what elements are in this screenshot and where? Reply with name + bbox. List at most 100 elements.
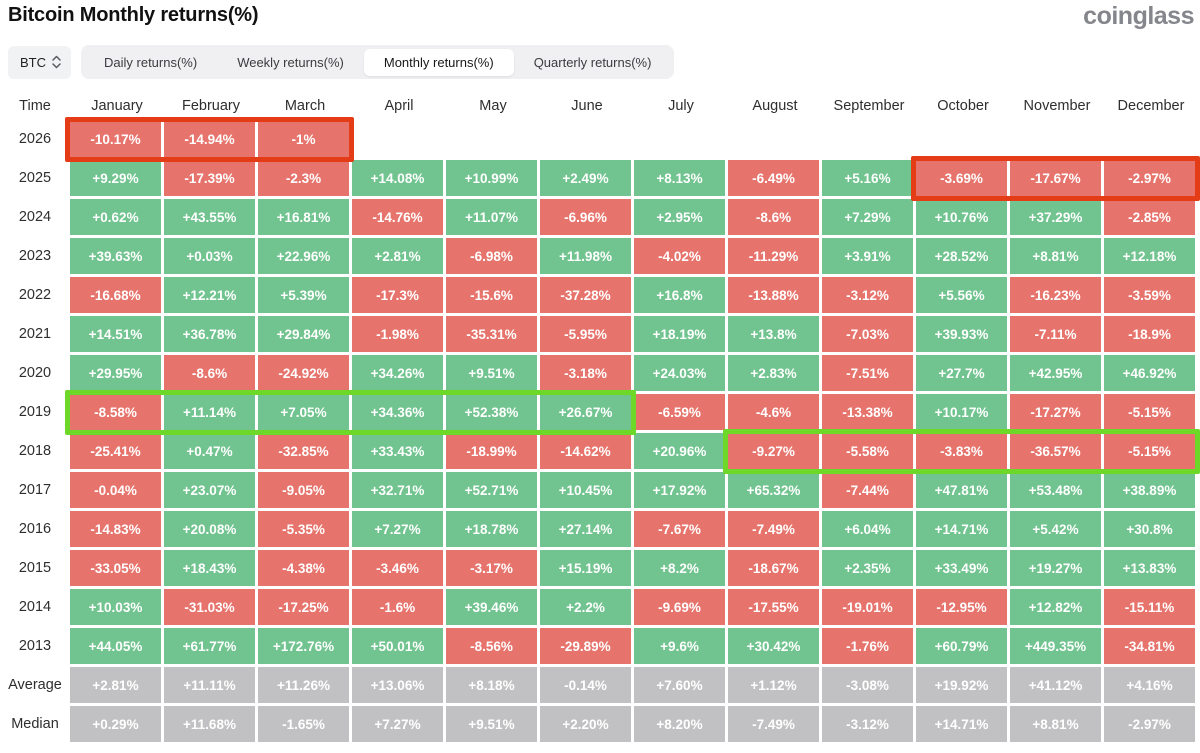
return-cell-2014-may: +39.46% — [446, 589, 537, 625]
table-row-2016: 2016 -14.83% +20.08% -5.35% +7.27% +18.78% +27… — [0, 511, 1200, 550]
return-cell-2017-december: +38.89% — [1104, 472, 1195, 508]
return-cell-2024-august: -8.6% — [728, 199, 819, 235]
return-cell-2016-september: +6.04% — [822, 511, 913, 547]
row-label-2018: 2018 — [18, 443, 52, 459]
column-header-october: October — [937, 98, 989, 114]
return-cell-2015-july: +8.2% — [634, 550, 725, 586]
return-cell-2017-january: -0.04% — [70, 472, 161, 508]
returns-tabs: Daily returns(%) Weekly returns(%) Monthly… — [81, 45, 675, 79]
column-header-september: September — [833, 98, 905, 114]
return-cell-2018-july: +20.96% — [634, 433, 725, 469]
return-cell-2025-june: +2.49% — [540, 160, 631, 196]
return-cell-2014-october: -12.95% — [916, 589, 1007, 625]
return-cell-2019-june: +26.67% — [540, 394, 631, 430]
tab-weekly-returns[interactable]: Weekly returns(%) — [237, 54, 344, 70]
return-cell-2015-november: +19.27% — [1010, 550, 1101, 586]
return-cell-average-november: +41.12% — [1010, 667, 1101, 703]
return-cell-2024-june: -6.96% — [540, 199, 631, 235]
return-cell-2023-april: +2.81% — [352, 238, 443, 274]
return-cell-2022-march: +5.39% — [258, 277, 349, 313]
table-row-2023: 2023 +39.63% +0.03% +22.96% +2.81% -6.98% +11.… — [0, 238, 1200, 277]
return-cell-2018-november: -36.57% — [1010, 433, 1101, 469]
table-row-2019: 2019 -8.58% +11.14% +7.05% +34.36% +52.38% +26… — [0, 394, 1200, 433]
return-cell-2025-march: -2.3% — [258, 160, 349, 196]
return-cell-2020-january: +29.95% — [70, 355, 161, 391]
column-header-july: July — [668, 98, 694, 114]
tab-quarterly-returns[interactable]: Quarterly returns(%) — [533, 54, 652, 70]
return-cell-2015-april: -3.46% — [352, 550, 443, 586]
return-cell-2023-october: +28.52% — [916, 238, 1007, 274]
return-cell-median-april: +7.27% — [352, 706, 443, 742]
monthly-returns-table: Time January February March April May June July… — [0, 91, 1200, 745]
return-cell-average-july: +7.60% — [634, 667, 725, 703]
return-cell-2021-february: +36.78% — [164, 316, 255, 352]
table-header-row: Time January February March April May June July… — [0, 91, 1200, 121]
return-cell-2015-may: -3.17% — [446, 550, 537, 586]
return-cell-2023-march: +22.96% — [258, 238, 349, 274]
return-cell-2021-march: +29.84% — [258, 316, 349, 352]
return-cell-2026-march: -1% — [258, 121, 349, 157]
return-cell-2023-september: +3.91% — [822, 238, 913, 274]
return-cell-2015-december: +13.83% — [1104, 550, 1195, 586]
table-row-2025: 2025 +9.29% -17.39% -2.3% +14.08% +10.99% +2.4… — [0, 160, 1200, 199]
return-cell-2023-february: +0.03% — [164, 238, 255, 274]
return-cell-2024-november: +37.29% — [1010, 199, 1101, 235]
column-header-june: June — [571, 98, 603, 114]
row-label-2022: 2022 — [18, 287, 52, 303]
return-cell-2019-february: +11.14% — [164, 394, 255, 430]
symbol-selector[interactable]: BTC — [8, 45, 71, 79]
return-cell-2015-october: +33.49% — [916, 550, 1007, 586]
return-cell-median-june: +2.20% — [540, 706, 631, 742]
return-cell-2021-april: -1.98% — [352, 316, 443, 352]
return-cell-2024-december: -2.85% — [1104, 199, 1195, 235]
row-label-2020: 2020 — [18, 365, 52, 381]
return-cell-2026-may — [446, 121, 537, 157]
return-cell-2017-july: +17.92% — [634, 472, 725, 508]
return-cell-2018-september: -5.58% — [822, 433, 913, 469]
return-cell-2016-november: +5.42% — [1010, 511, 1101, 547]
row-label-average: Average — [8, 677, 62, 693]
return-cell-median-december: -2.97% — [1104, 706, 1195, 742]
return-cell-2014-july: -9.69% — [634, 589, 725, 625]
return-cell-2023-december: +12.18% — [1104, 238, 1195, 274]
row-label-2017: 2017 — [18, 482, 52, 498]
return-cell-2022-july: +16.8% — [634, 277, 725, 313]
return-cell-2013-october: +60.79% — [916, 628, 1007, 664]
column-header-august: August — [752, 98, 798, 114]
return-cell-2026-february: -14.94% — [164, 121, 255, 157]
return-cell-2018-june: -14.62% — [540, 433, 631, 469]
return-cell-2026-june — [540, 121, 631, 157]
return-cell-2021-september: -7.03% — [822, 316, 913, 352]
return-cell-average-april: +13.06% — [352, 667, 443, 703]
return-cell-2017-april: +32.71% — [352, 472, 443, 508]
tab-daily-returns[interactable]: Daily returns(%) — [104, 54, 198, 70]
return-cell-2016-july: -7.67% — [634, 511, 725, 547]
return-cell-2014-june: +2.2% — [540, 589, 631, 625]
return-cell-average-december: +4.16% — [1104, 667, 1195, 703]
table-row-2021: 2021 +14.51% +36.78% +29.84% -1.98% -35.31% -5… — [0, 316, 1200, 355]
return-cell-2018-may: -18.99% — [446, 433, 537, 469]
return-cell-2023-august: -11.29% — [728, 238, 819, 274]
return-cell-average-october: +19.92% — [916, 667, 1007, 703]
return-cell-2023-july: -4.02% — [634, 238, 725, 274]
return-cell-2020-september: -7.51% — [822, 355, 913, 391]
table-row-average: Average +2.81% +11.11% +11.26% +13.06% +8.18%… — [0, 667, 1200, 706]
table-row-2026: 2026 -10.17% -14.94% -1% — [0, 121, 1200, 160]
column-header-november: November — [1023, 98, 1091, 114]
row-label-2021: 2021 — [18, 326, 52, 342]
return-cell-2017-march: -9.05% — [258, 472, 349, 508]
tab-monthly-returns[interactable]: Monthly returns(%) — [363, 48, 514, 76]
table-row-median: Median +0.29% +11.68% -1.65% +7.27% +9.51% +2.… — [0, 706, 1200, 745]
return-cell-2020-november: +42.95% — [1010, 355, 1101, 391]
return-cell-2017-september: -7.44% — [822, 472, 913, 508]
return-cell-2022-june: -37.28% — [540, 277, 631, 313]
return-cell-2020-march: -24.92% — [258, 355, 349, 391]
return-cell-average-august: +1.12% — [728, 667, 819, 703]
return-cell-average-september: -3.08% — [822, 667, 913, 703]
return-cell-2013-august: +30.42% — [728, 628, 819, 664]
return-cell-2021-october: +39.93% — [916, 316, 1007, 352]
return-cell-median-july: +8.20% — [634, 706, 725, 742]
column-header-march: March — [284, 98, 326, 114]
return-cell-2026-october — [916, 121, 1007, 157]
return-cell-2018-april: +33.43% — [352, 433, 443, 469]
